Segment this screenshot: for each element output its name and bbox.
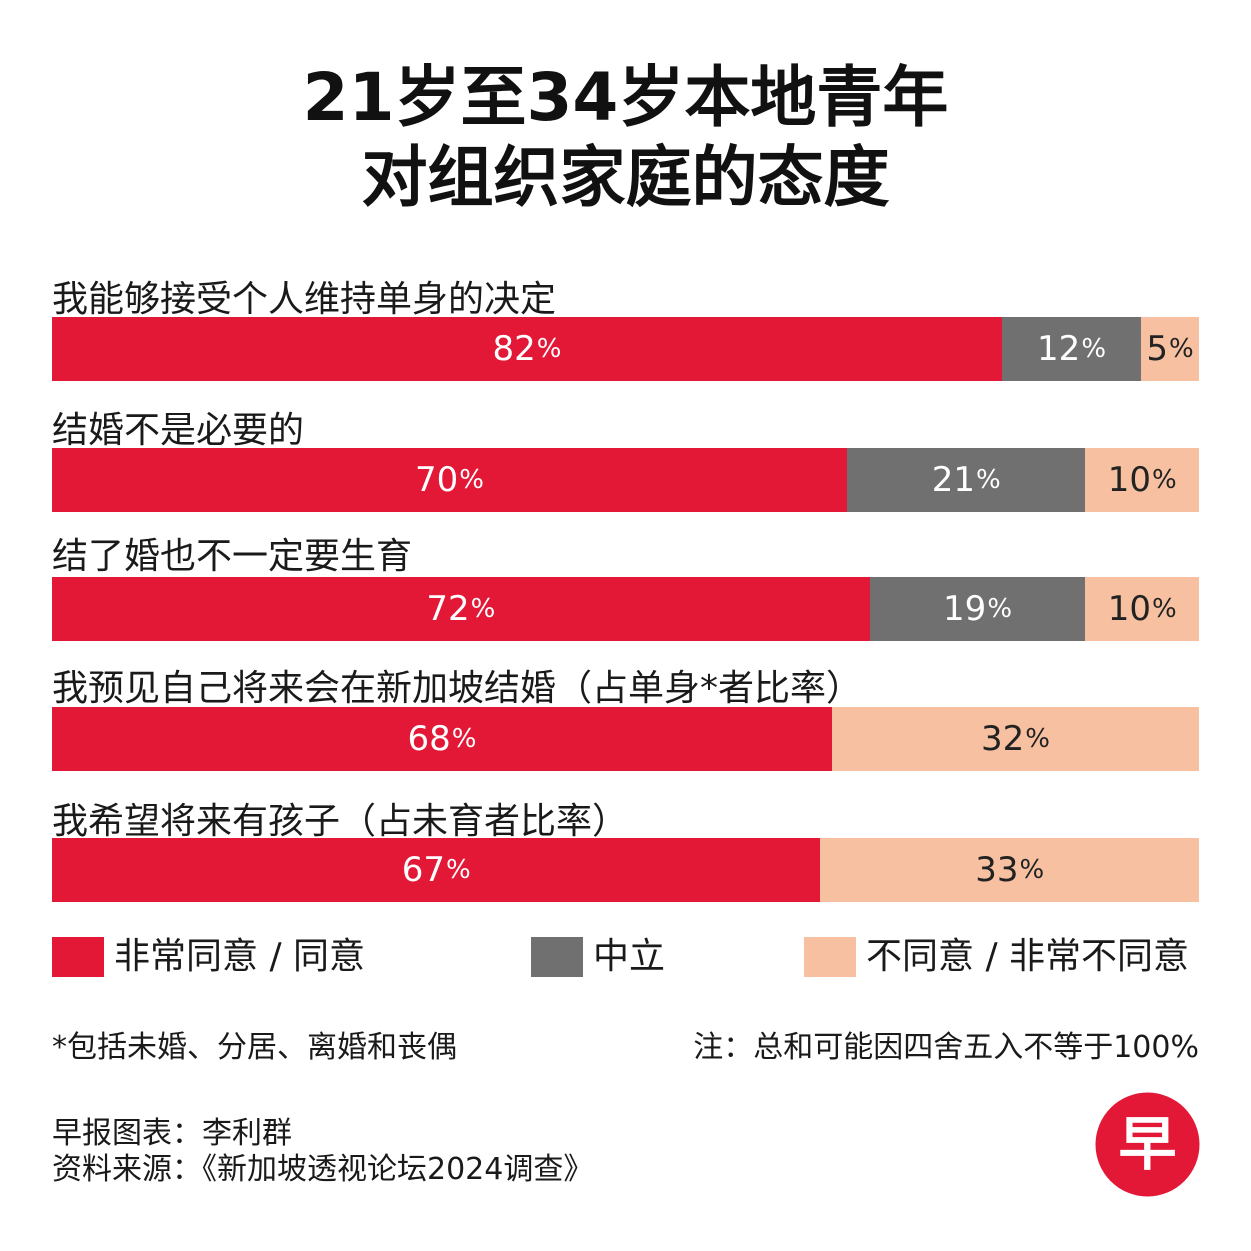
data-label-value: 5 xyxy=(1146,329,1168,369)
legend-swatch-disagree xyxy=(804,937,856,977)
bar-segment-agree-2: 70% xyxy=(52,448,847,512)
data-label-unit: % xyxy=(1151,594,1177,624)
rounding-note: 注：总和可能因四舍五入不等于100% xyxy=(693,1030,1199,1065)
bar-segment-disagree-3: 10% xyxy=(1085,577,1199,641)
bar-segment-agree-3: 72% xyxy=(52,577,870,641)
data-label-value: 70 xyxy=(414,460,459,500)
bar-row-2: 70% 21% 10% xyxy=(52,448,1199,512)
data-label-value: 19 xyxy=(943,589,987,629)
bar-row-4: 68% 32% xyxy=(52,707,1199,771)
data-label-unit: % xyxy=(975,465,1001,495)
legend-label-agree: 非常同意 / 同意 xyxy=(114,936,366,977)
bar-row-5: 67% 33% xyxy=(52,838,1199,902)
chart-credit: 早报图表：李利群 xyxy=(52,1116,292,1151)
bar-segment-neutral-1: 12% xyxy=(1002,317,1142,381)
question-label-1: 我能够接受个人维持单身的决定 xyxy=(52,279,557,320)
footnote: *包括未婚、分居、离婚和丧偶 xyxy=(52,1030,457,1065)
bar-segment-agree-4: 68% xyxy=(52,707,832,771)
legend-swatch-neutral xyxy=(531,937,583,977)
data-label-value: 21 xyxy=(931,460,975,500)
data-label-value: 72 xyxy=(426,589,470,629)
logo-circle xyxy=(1095,1092,1200,1197)
data-label-unit: % xyxy=(1168,334,1194,364)
bar-row-1: 82% 12% 5% xyxy=(52,317,1199,381)
legend-label-disagree: 不同意 / 非常不同意 xyxy=(866,936,1190,977)
data-label-value: 12 xyxy=(1037,329,1081,369)
data-label-value: 67 xyxy=(401,850,446,890)
title-line-2: 对组织家庭的态度 xyxy=(361,139,890,216)
data-label-unit: % xyxy=(459,465,484,495)
bar-segment-neutral-2: 21% xyxy=(846,448,1086,512)
data-label-unit: % xyxy=(536,334,562,364)
data-label-unit: % xyxy=(1081,334,1107,364)
data-label-value: 33 xyxy=(975,850,1019,890)
question-label-4: 我预见自己将来会在新加坡结婚（占单身*者比率） xyxy=(52,668,863,709)
legend-swatch-agree xyxy=(52,937,104,977)
data-label-value: 32 xyxy=(980,719,1025,759)
question-label-3: 结了婚也不一定要生育 xyxy=(52,536,413,577)
bar-segment-agree-5: 67% xyxy=(52,838,821,902)
data-label-unit: % xyxy=(446,855,471,885)
data-label-unit: % xyxy=(470,594,496,624)
data-label-unit: % xyxy=(1019,855,1045,885)
bar-segment-disagree-1: 5% xyxy=(1141,317,1199,381)
question-label-2: 结婚不是必要的 xyxy=(52,410,305,451)
bar-segment-neutral-3: 19% xyxy=(869,577,1086,641)
data-label-unit: % xyxy=(1025,724,1050,754)
zaobao-logo: 早 xyxy=(1095,1092,1200,1197)
data-label-value: 68 xyxy=(407,719,451,759)
data-label-value: 82 xyxy=(492,329,536,369)
data-label-unit: % xyxy=(1151,465,1177,495)
chart-title: 21岁至34岁本地青年 对组织家庭的态度 xyxy=(0,58,1251,218)
bar-segment-agree-1: 82% xyxy=(52,317,1003,381)
legend-label-neutral: 中立 xyxy=(593,936,666,977)
logo-character: 早 xyxy=(1118,1110,1176,1178)
question-label-5: 我希望将来有孩子（占未育者比率） xyxy=(52,801,629,842)
bar-segment-disagree-5: 33% xyxy=(820,838,1199,902)
data-label-unit: % xyxy=(451,724,477,754)
bar-segment-disagree-4: 32% xyxy=(831,707,1199,771)
data-label-value: 10 xyxy=(1107,589,1151,629)
bar-segment-disagree-2: 10% xyxy=(1085,448,1199,512)
data-source: 资料来源：《新加坡透视论坛2024调查》 xyxy=(52,1152,594,1187)
bar-row-3: 72% 19% 10% xyxy=(52,577,1199,641)
data-label-unit: % xyxy=(987,594,1013,624)
data-label-value: 10 xyxy=(1107,460,1151,500)
title-line-1: 21岁至34岁本地青年 xyxy=(302,59,949,136)
